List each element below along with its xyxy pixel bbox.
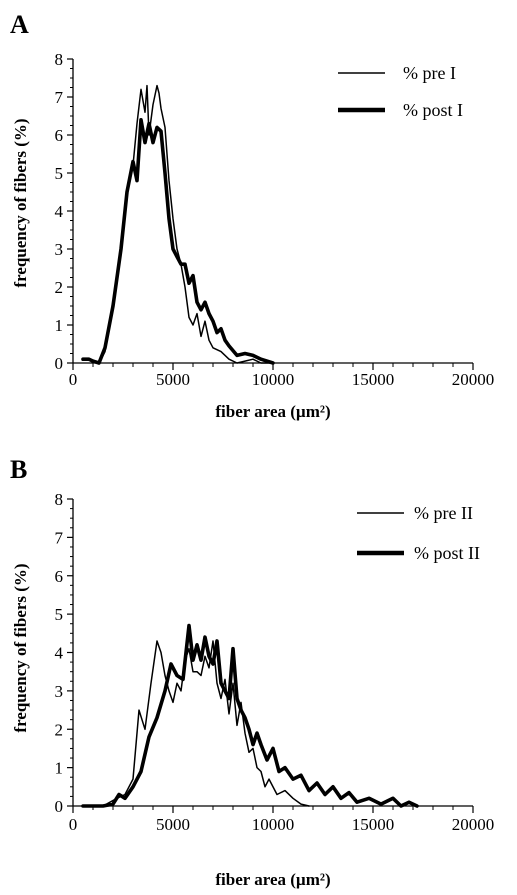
x-tick-label-b-20000: 20000 — [452, 815, 495, 834]
series-line-a-post — [81, 118, 275, 365]
y-tick-label-b-4: 4 — [55, 644, 64, 663]
y-tick-label-a-5: 5 — [55, 164, 64, 183]
y-ticks-a: 0 1 2 3 4 5 6 7 8 — [55, 50, 73, 373]
y-tick-label-a-4: 4 — [55, 202, 64, 221]
series-line-b-pre — [82, 640, 310, 807]
y-tick-label-b-8: 8 — [55, 490, 64, 509]
legend-label-post-ii: % post II — [414, 543, 480, 563]
y-tick-label-a-6: 6 — [55, 126, 64, 145]
x-tick-label-b-0: 0 — [69, 815, 78, 834]
y-tick-label-a-3: 3 — [55, 240, 64, 259]
x-tick-label-a-20000: 20000 — [452, 370, 495, 389]
y-tick-label-b-7: 7 — [55, 528, 64, 547]
x-tick-label-a-10000: 10000 — [252, 370, 295, 389]
legend-label-pre-ii: % pre II — [414, 503, 473, 523]
y-axis-title-a: frequency of fibers (%) — [11, 118, 30, 287]
y-axis-title-b: frequency of fibers (%) — [11, 563, 30, 732]
y-tick-label-b-3: 3 — [55, 682, 64, 701]
panel-letter-a: A — [10, 10, 29, 39]
series-layer-a — [81, 84, 275, 365]
x-tick-label-b-5000: 5000 — [156, 815, 190, 834]
panel-letter-b: B — [10, 455, 27, 484]
panel-b: B frequency of fibers (%) fiber area (µm… — [10, 455, 494, 889]
y-tick-label-b-0: 0 — [55, 797, 64, 816]
series-line-b-post — [81, 623, 419, 808]
y-tick-label-a-8: 8 — [55, 50, 64, 69]
panel-a: A frequency of fibers (%) fiber area (µm… — [10, 10, 494, 421]
x-ticks-a: 0 5000 10000 15000 20000 — [69, 363, 495, 389]
series-layer-b — [81, 623, 419, 808]
x-tick-label-a-0: 0 — [69, 370, 78, 389]
y-tick-label-b-5: 5 — [55, 605, 64, 624]
y-tick-label-b-1: 1 — [55, 759, 64, 778]
legend-label-post-i: % post I — [403, 100, 463, 120]
y-tick-label-a-0: 0 — [55, 354, 64, 373]
x-axis-title-a: fiber area (µm²) — [215, 402, 330, 421]
y-tick-label-a-1: 1 — [55, 316, 64, 335]
x-tick-label-b-15000: 15000 — [352, 815, 395, 834]
legend-b: % pre II % post II — [357, 503, 480, 563]
y-tick-label-a-2: 2 — [55, 278, 64, 297]
x-tick-label-b-10000: 10000 — [252, 815, 295, 834]
x-axis-title-b: fiber area (µm²) — [215, 870, 330, 889]
x-tick-label-a-5000: 5000 — [156, 370, 190, 389]
y-tick-label-b-2: 2 — [55, 720, 64, 739]
legend-a: % pre I % post I — [338, 63, 463, 120]
y-ticks-b: 0 1 2 3 4 5 6 7 8 — [55, 490, 73, 816]
x-tick-label-a-15000: 15000 — [352, 370, 395, 389]
x-ticks-b: 0 5000 10000 15000 20000 — [69, 806, 495, 834]
y-tick-label-b-6: 6 — [55, 567, 64, 586]
legend-label-pre-i: % pre I — [403, 63, 456, 83]
y-tick-label-a-7: 7 — [55, 88, 64, 107]
